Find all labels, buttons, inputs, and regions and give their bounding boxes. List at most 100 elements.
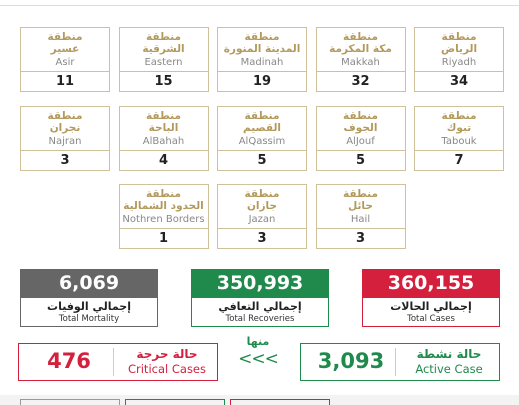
region-count: 15 [154, 74, 173, 89]
region-en: Hail [350, 214, 371, 225]
region-en: AlJouf [346, 136, 375, 147]
region-prefix: منطقة [244, 31, 280, 43]
region-card: منطقة الشرقية Eastern 15 [118, 27, 209, 92]
connector-label: منها [246, 335, 270, 348]
region-count: 3 [60, 153, 70, 168]
divider [316, 71, 405, 72]
cut-box [125, 399, 225, 405]
region-card: منطقة تبوك Tabouk 7 [414, 106, 504, 171]
divider [218, 71, 306, 72]
region-card: منطقة المدينة المنورة Madinah 19 [217, 27, 307, 92]
region-card: منطقة نجران Najran 3 [20, 106, 110, 171]
total-en: Total Cases [407, 314, 455, 324]
region-prefix: منطقة [47, 110, 83, 122]
region-card: منطقة الجوف AlJouf 5 [315, 106, 406, 171]
divider [415, 71, 503, 72]
region-name: نجران [49, 122, 81, 134]
total-ar: إجمالي الحالات [390, 300, 472, 313]
divider [316, 228, 405, 229]
region-prefix: منطقة [343, 188, 378, 200]
total-header: 360,155 [363, 270, 499, 298]
region-en: Eastern [144, 57, 183, 68]
divider [21, 71, 109, 72]
region-en: Najran [48, 136, 82, 147]
total-en: Total Recoveries [225, 314, 295, 324]
region-count: 7 [454, 153, 464, 168]
region-count: 1 [158, 231, 169, 246]
region-name: مكة المكرمة [329, 43, 392, 55]
region-name: جازان [246, 200, 278, 212]
region-prefix: منطقة [441, 110, 477, 122]
active-value: 3,093 [317, 349, 385, 373]
region-name: الحدود الشمالية [123, 200, 204, 212]
critical-value: 476 [47, 349, 91, 373]
region-prefix: منطقة [146, 188, 181, 200]
total-box: 6,069 إجمالي الوفيات Total Mortality [20, 269, 158, 327]
bottom-strip [0, 395, 519, 405]
region-prefix: منطقة [244, 110, 280, 122]
total-box: 350,993 إجمالي التعافي Total Recoveries [191, 269, 329, 327]
region-name: القصيم [243, 122, 281, 134]
region-prefix: منطقة [343, 110, 378, 122]
region-card: منطقة الرياض Riyadh 34 [414, 27, 504, 92]
region-card: منطقة الباحة AlBahah 4 [118, 106, 209, 171]
region-prefix: منطقة [244, 188, 280, 200]
region-count: 32 [351, 74, 370, 89]
critical-ar: حالة حرجة [136, 347, 198, 361]
region-en: Madinah [240, 57, 284, 68]
connector-arrows: <<< [238, 349, 279, 369]
active-box: 3,093 حالة نشطة Active Case [300, 343, 500, 381]
cut-box [230, 399, 330, 405]
region-count: 19 [252, 74, 272, 89]
divider [21, 150, 109, 151]
region-name: المدينة المنورة [223, 43, 301, 55]
total-header: 6,069 [21, 270, 157, 298]
region-name: الجوف [343, 122, 378, 134]
region-en: Makkah [341, 57, 380, 68]
divider [119, 228, 208, 229]
region-prefix: منطقة [343, 31, 378, 43]
divider [415, 150, 503, 151]
divider [119, 71, 208, 72]
region-card: منطقة مكة المكرمة Makkah 32 [315, 27, 406, 92]
region-card: منطقة القصيم AlQassim 5 [217, 106, 307, 171]
region-en: Tabouk [441, 136, 477, 147]
total-value: 6,069 [58, 272, 120, 294]
total-value: 350,993 [216, 272, 304, 294]
separator [395, 348, 396, 376]
region-count: 5 [355, 153, 366, 168]
total-box: 360,155 إجمالي الحالات Total Cases [362, 269, 500, 327]
region-card: منطقة الحدود الشمالية Nothren Borders 1 [118, 184, 209, 249]
region-en: Jazan [248, 214, 276, 225]
region-count: 4 [158, 153, 169, 168]
region-en: Asir [55, 57, 75, 68]
region-en: Riyadh [441, 57, 477, 68]
region-count: 11 [55, 74, 75, 89]
region-card: منطقة عسير Asir 11 [20, 27, 110, 92]
region-name: حائل [348, 200, 373, 212]
critical-en: Critical Cases [127, 362, 206, 376]
total-ar: إجمالي التعافي [218, 300, 302, 313]
region-name: عسير [50, 43, 80, 55]
region-prefix: منطقة [146, 110, 181, 122]
region-name: الرياض [440, 43, 478, 55]
active-ar: حالة نشطة [416, 347, 482, 361]
region-en: AlQassim [238, 136, 286, 147]
divider [218, 150, 306, 151]
region-card: منطقة حائل Hail 3 [315, 184, 406, 249]
region-count: 34 [449, 74, 469, 89]
region-en: Nothren Borders [122, 214, 205, 225]
total-header: 350,993 [192, 270, 328, 298]
region-name: الشرقية [142, 43, 185, 55]
divider [119, 150, 208, 151]
region-card: منطقة جازان Jazan 3 [217, 184, 307, 249]
region-count: 5 [257, 153, 267, 168]
separator [113, 348, 114, 376]
region-prefix: منطقة [47, 31, 83, 43]
total-value: 360,155 [387, 272, 475, 294]
region-prefix: منطقة [146, 31, 181, 43]
region-name: تبوك [446, 122, 472, 134]
total-en: Total Mortality [58, 314, 120, 324]
top-strip [0, 0, 519, 6]
